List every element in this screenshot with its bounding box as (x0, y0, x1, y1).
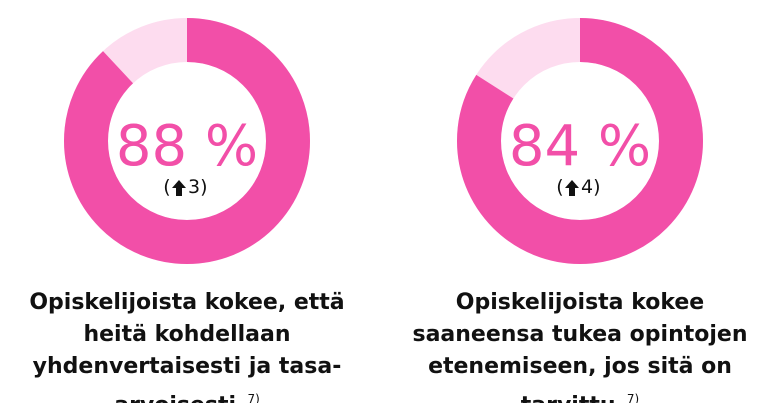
donut-charts: 88 % ( 3) 84 % ( 4) (64, 18, 703, 264)
donut-1-percentage: 88 % (116, 114, 258, 179)
donut-chart-1: 88 % ( 3) (64, 18, 310, 264)
donut-2-percentage: 84 % (509, 114, 651, 179)
donut-2-paren-open: ( (556, 176, 563, 198)
donut-1-footnote: 7) (247, 392, 260, 403)
donut-2-change-label: 4) (581, 176, 601, 198)
donut-1-value-arc (64, 18, 310, 264)
donut-2-caption-text: Opiskelijoista kokee saaneensa tukea opi… (412, 290, 748, 403)
donut-1-paren-open: ( (163, 176, 170, 198)
donut-2-change: ( 4) (556, 176, 600, 198)
donut-2-value-arc (457, 18, 703, 264)
donut-1-caption-text: Opiskelijoista kokee, että heitä kohdell… (29, 290, 345, 403)
donut-1-change: ( 3) (163, 176, 207, 198)
up-arrow-icon (172, 180, 186, 196)
donut-2-caption: Opiskelijoista kokee saaneensa tukea opi… (390, 287, 767, 403)
donut-1-change-label: 3) (188, 176, 208, 198)
donut-1-caption: Opiskelijoista kokee, että heitä kohdell… (0, 287, 377, 403)
donut-chart-2: 84 % ( 4) (457, 18, 703, 264)
donut-2-footnote: 7) (626, 392, 640, 403)
up-arrow-icon (565, 180, 579, 196)
